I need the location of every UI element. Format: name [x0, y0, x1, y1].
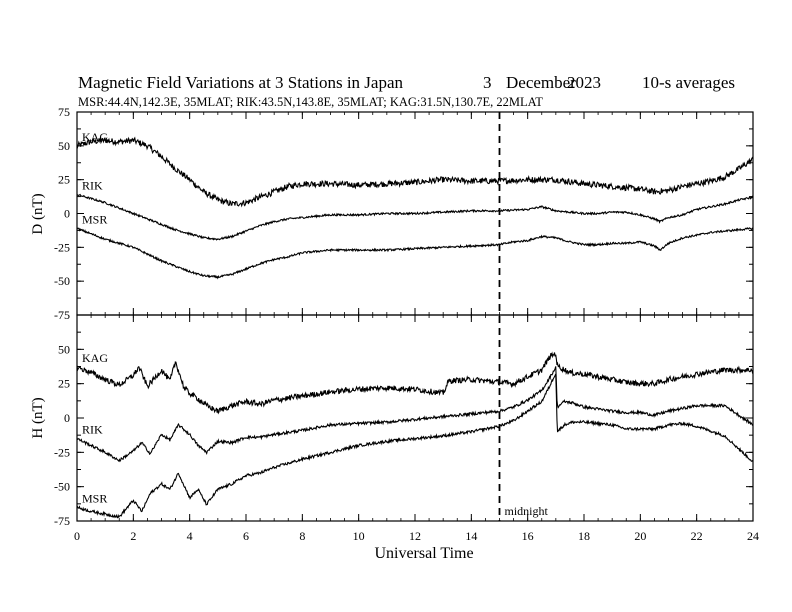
x-tick-label: 24 [747, 529, 759, 543]
declination-label-msr: MSR [82, 212, 107, 226]
horizontal-series-rik [76, 366, 754, 463]
declination-y-tick-label: 75 [58, 105, 70, 119]
declination-y-tick-label: -50 [54, 274, 70, 288]
horizontal-y-tick-label: 50 [58, 342, 70, 356]
declination-label-kag: KAG [82, 130, 108, 144]
declination-axis-label: D (nT) [30, 193, 46, 234]
averaging-label: 10-s averages [642, 73, 735, 92]
x-axis-label: Universal Time [374, 545, 473, 562]
horizontal-series-kag [76, 351, 754, 415]
declination-series-kag [76, 136, 754, 208]
x-tick-label: 12 [409, 529, 421, 543]
midnight-annotation: midnight [505, 504, 549, 518]
horizontal-label-msr: MSR [82, 491, 107, 505]
x-tick-label: 2 [130, 529, 136, 543]
date-year: 2023 [567, 73, 601, 92]
x-tick-label: 18 [578, 529, 590, 543]
horizontal-y-tick-label: -50 [54, 480, 70, 494]
horizontal-y-tick-label: -75 [54, 514, 70, 528]
declination-series-rik [76, 193, 754, 241]
x-tick-label: 6 [243, 529, 249, 543]
x-tick-label: 20 [634, 529, 646, 543]
horizontal-y-tick-label: 0 [64, 411, 70, 425]
declination-label-rik: RIK [82, 179, 103, 193]
declination-panel: 75 50 25 0 -25 -50 -75 KAG RIK MSR D (nT) [30, 105, 754, 322]
x-tick-label: 0 [74, 529, 80, 543]
declination-series-labels: KAG RIK MSR [82, 130, 108, 227]
chart-title: Magnetic Field Variations at 3 Stations … [78, 73, 404, 92]
horizontal-series-msr [76, 373, 754, 519]
horizontal-y-tick-label: 25 [58, 377, 70, 391]
declination-series-msr [76, 227, 754, 280]
horizontal-label-kag: KAG [82, 351, 108, 365]
stations-info: MSR:44.4N,142.3E, 35MLAT; RIK:43.5N,143.… [78, 95, 543, 109]
time-x-ticks: 0 2 4 6 8 10 12 14 16 18 20 22 24 [74, 529, 759, 543]
x-tick-label: 4 [187, 529, 193, 543]
horizontal-series-labels: KAG RIK MSR [82, 351, 108, 505]
x-tick-label: 22 [691, 529, 703, 543]
horizontal-series [76, 351, 754, 519]
x-tick-label: 8 [299, 529, 305, 543]
horizontal-plot-frame [76, 314, 754, 522]
date-month: December [506, 73, 576, 92]
declination-series [76, 136, 754, 280]
declination-y-tick-label: 50 [58, 139, 70, 153]
declination-y-tick-label: -75 [54, 308, 70, 322]
x-tick-label: 16 [522, 529, 534, 543]
horizontal-y-tick-label: -25 [54, 445, 70, 459]
x-tick-label: 14 [465, 529, 477, 543]
declination-y-tick-label: 25 [58, 173, 70, 187]
date-day: 3 [483, 73, 492, 92]
declination-y-tick-label: -25 [54, 240, 70, 254]
declination-y-tick-label: 0 [64, 207, 70, 221]
horizontal-label-rik: RIK [82, 423, 103, 437]
x-tick-label: 10 [353, 529, 365, 543]
horizontal-axis-label: H (nT) [30, 397, 46, 438]
horizontal-y-ticks: 50 25 0 -25 -50 -75 [54, 314, 754, 528]
